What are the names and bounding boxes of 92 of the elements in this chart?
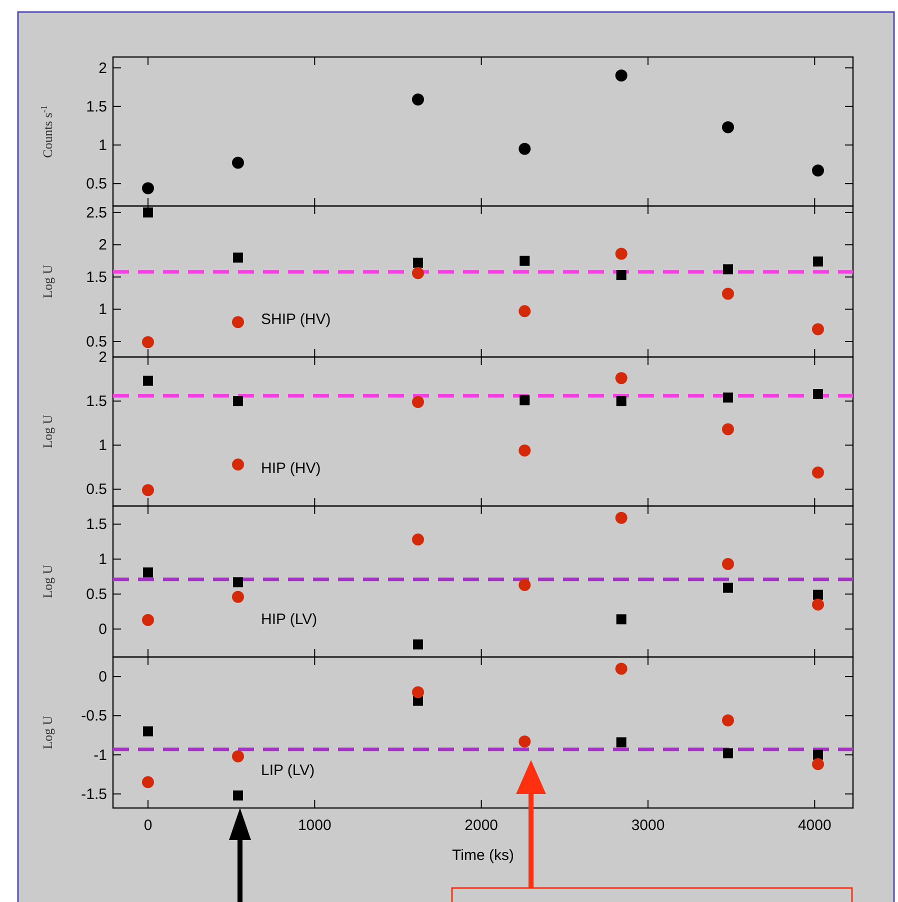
y-tick-label: 1.5 bbox=[86, 98, 107, 116]
y-tick-label: 2.5 bbox=[86, 204, 107, 222]
point bbox=[413, 639, 423, 650]
point bbox=[518, 444, 531, 456]
point bbox=[142, 614, 154, 626]
point bbox=[615, 70, 628, 82]
point bbox=[233, 252, 243, 263]
point bbox=[142, 776, 154, 788]
x-tick-label: 0 bbox=[144, 817, 152, 834]
annotation: HIP (LV) bbox=[261, 610, 318, 628]
annotation: LIP (LV) bbox=[261, 762, 315, 779]
y-tick-label: -0.5 bbox=[81, 708, 107, 725]
y-axis-title: Log U bbox=[40, 564, 55, 598]
y-tick-label: 1 bbox=[98, 437, 107, 454]
point bbox=[143, 376, 153, 386]
point bbox=[813, 389, 823, 400]
y-tick-label: 1.5 bbox=[86, 516, 107, 534]
y-tick-label: 2 bbox=[98, 349, 107, 366]
point bbox=[518, 142, 531, 155]
point bbox=[143, 726, 153, 736]
point bbox=[723, 582, 733, 593]
y-tick-label: 1.5 bbox=[86, 393, 107, 410]
point bbox=[232, 156, 244, 169]
point bbox=[812, 598, 824, 611]
point bbox=[520, 395, 530, 406]
point bbox=[232, 458, 244, 471]
point bbox=[520, 256, 530, 266]
point bbox=[616, 614, 626, 624]
point bbox=[812, 466, 824, 478]
point bbox=[616, 270, 626, 280]
point bbox=[233, 577, 243, 588]
point bbox=[812, 758, 824, 770]
x-axis-title: Time (ks) bbox=[452, 847, 514, 864]
y-tick-label: 0.5 bbox=[86, 481, 107, 498]
point bbox=[723, 748, 733, 758]
x-tick-label: 3000 bbox=[631, 817, 665, 834]
point bbox=[413, 258, 423, 268]
point bbox=[615, 512, 628, 524]
point bbox=[412, 396, 424, 408]
point bbox=[518, 578, 531, 591]
annotation: HIP (HV) bbox=[261, 460, 321, 478]
point bbox=[616, 737, 626, 748]
y-tick-label: 2 bbox=[98, 60, 107, 77]
point bbox=[518, 305, 531, 318]
point bbox=[813, 590, 823, 600]
point bbox=[813, 256, 823, 266]
point bbox=[723, 264, 733, 274]
annotation: SHIP (HV) bbox=[261, 310, 331, 328]
y-tick-label: 1.5 bbox=[86, 268, 107, 286]
y-axis-title: Log U bbox=[40, 264, 55, 298]
y-axis-title: Log U bbox=[40, 715, 55, 750]
y-axis-title: Log U bbox=[40, 414, 55, 448]
point bbox=[615, 372, 628, 384]
x-tick-label: 1000 bbox=[298, 817, 332, 834]
point bbox=[232, 590, 244, 603]
point bbox=[232, 750, 244, 762]
point bbox=[412, 267, 424, 280]
point bbox=[812, 164, 824, 176]
point bbox=[232, 316, 244, 328]
y-tick-label: -1 bbox=[94, 746, 107, 764]
point bbox=[723, 392, 733, 403]
point bbox=[615, 662, 628, 675]
y-tick-label: 0.5 bbox=[86, 176, 107, 193]
y-tick-label: 0.5 bbox=[86, 586, 107, 604]
point bbox=[722, 558, 734, 570]
point bbox=[142, 484, 154, 496]
point bbox=[143, 567, 153, 578]
y-tick-label: 1 bbox=[98, 551, 107, 568]
point bbox=[518, 735, 531, 748]
point bbox=[142, 182, 154, 194]
point bbox=[412, 686, 424, 698]
point bbox=[233, 790, 243, 800]
point bbox=[722, 423, 734, 436]
point bbox=[615, 248, 628, 260]
point bbox=[722, 714, 734, 726]
point bbox=[812, 323, 824, 336]
y-tick-label: 0 bbox=[98, 668, 107, 686]
x-tick-label: 2000 bbox=[464, 817, 498, 834]
point bbox=[142, 336, 154, 348]
y-tick-label: 1 bbox=[98, 137, 107, 154]
point bbox=[722, 288, 734, 300]
point bbox=[412, 534, 424, 546]
x-tick-label: 4000 bbox=[798, 817, 832, 834]
point bbox=[722, 121, 734, 134]
point bbox=[233, 396, 243, 406]
y-tick-label: 0 bbox=[98, 621, 107, 638]
y-tick-label: 2 bbox=[98, 236, 107, 254]
point bbox=[616, 396, 626, 406]
y-tick-label: 1 bbox=[98, 301, 107, 318]
y-tick-label: -1.5 bbox=[81, 786, 107, 803]
point bbox=[412, 93, 424, 106]
y-tick-label: 0.5 bbox=[86, 334, 107, 351]
